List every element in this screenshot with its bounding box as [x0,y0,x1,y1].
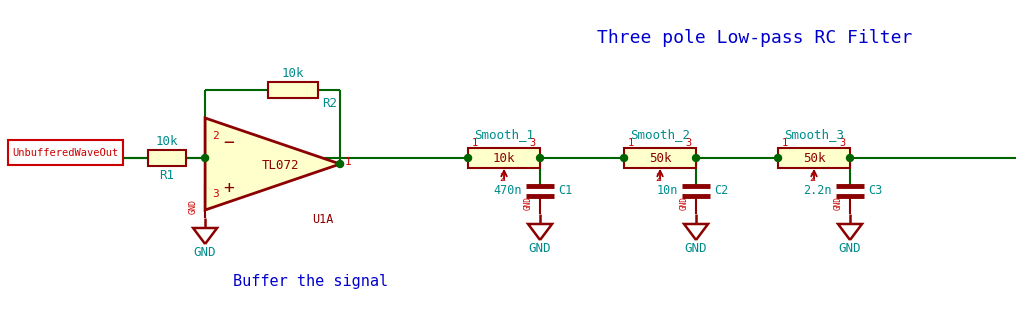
Text: 1: 1 [628,138,634,148]
Text: U1A: U1A [312,214,334,227]
Text: 470n: 470n [494,185,522,198]
Circle shape [847,155,854,161]
Text: 10k: 10k [282,66,304,80]
Text: GND: GND [528,242,551,256]
Polygon shape [205,118,340,210]
Text: Three pole Low-pass RC Filter: Three pole Low-pass RC Filter [597,29,912,47]
Text: Smooth_2: Smooth_2 [630,129,690,142]
Text: C2: C2 [714,185,728,198]
Text: GND: GND [685,242,708,256]
Circle shape [337,161,344,167]
Text: −: − [223,134,233,152]
Text: 1: 1 [345,157,352,167]
Bar [624,148,696,168]
Text: 2.2n: 2.2n [804,185,833,198]
Text: R1: R1 [160,169,175,183]
Bar [148,150,186,166]
Text: Buffer the signal: Buffer the signal [232,275,388,289]
Bar [8,140,123,165]
Text: 3: 3 [529,138,536,148]
Text: GND: GND [839,242,861,256]
Text: 2: 2 [655,173,662,183]
Text: 3: 3 [686,138,692,148]
Text: 3: 3 [840,138,846,148]
Text: C1: C1 [558,185,572,198]
Text: 10k: 10k [156,135,178,148]
Text: 3: 3 [212,189,219,199]
Text: Smooth_3: Smooth_3 [784,129,844,142]
Circle shape [692,155,699,161]
Text: R2: R2 [323,96,337,110]
Circle shape [537,155,544,161]
Text: 2: 2 [212,131,219,141]
Text: 1: 1 [472,138,478,148]
Text: 10k: 10k [493,151,515,165]
Text: 10n: 10n [656,185,678,198]
Bar [268,82,318,98]
Text: 2: 2 [809,173,815,183]
Text: 50k: 50k [649,151,672,165]
Text: Smooth_1: Smooth_1 [474,129,535,142]
Circle shape [621,155,628,161]
Text: GND: GND [680,196,688,210]
Text: 50k: 50k [803,151,825,165]
Text: UnbufferedWaveOut: UnbufferedWaveOut [12,148,119,157]
Text: GND: GND [194,246,216,259]
Text: GND: GND [523,196,532,210]
Text: 2: 2 [499,173,505,183]
Bar [468,148,540,168]
Text: 1: 1 [782,138,788,148]
Text: GND: GND [834,196,843,210]
Text: +: + [223,179,233,197]
Circle shape [465,155,472,161]
Bar [778,148,850,168]
Text: C3: C3 [868,185,883,198]
Text: TL072: TL072 [262,160,299,173]
Circle shape [774,155,781,161]
Circle shape [202,155,209,161]
Text: GND: GND [188,199,198,215]
